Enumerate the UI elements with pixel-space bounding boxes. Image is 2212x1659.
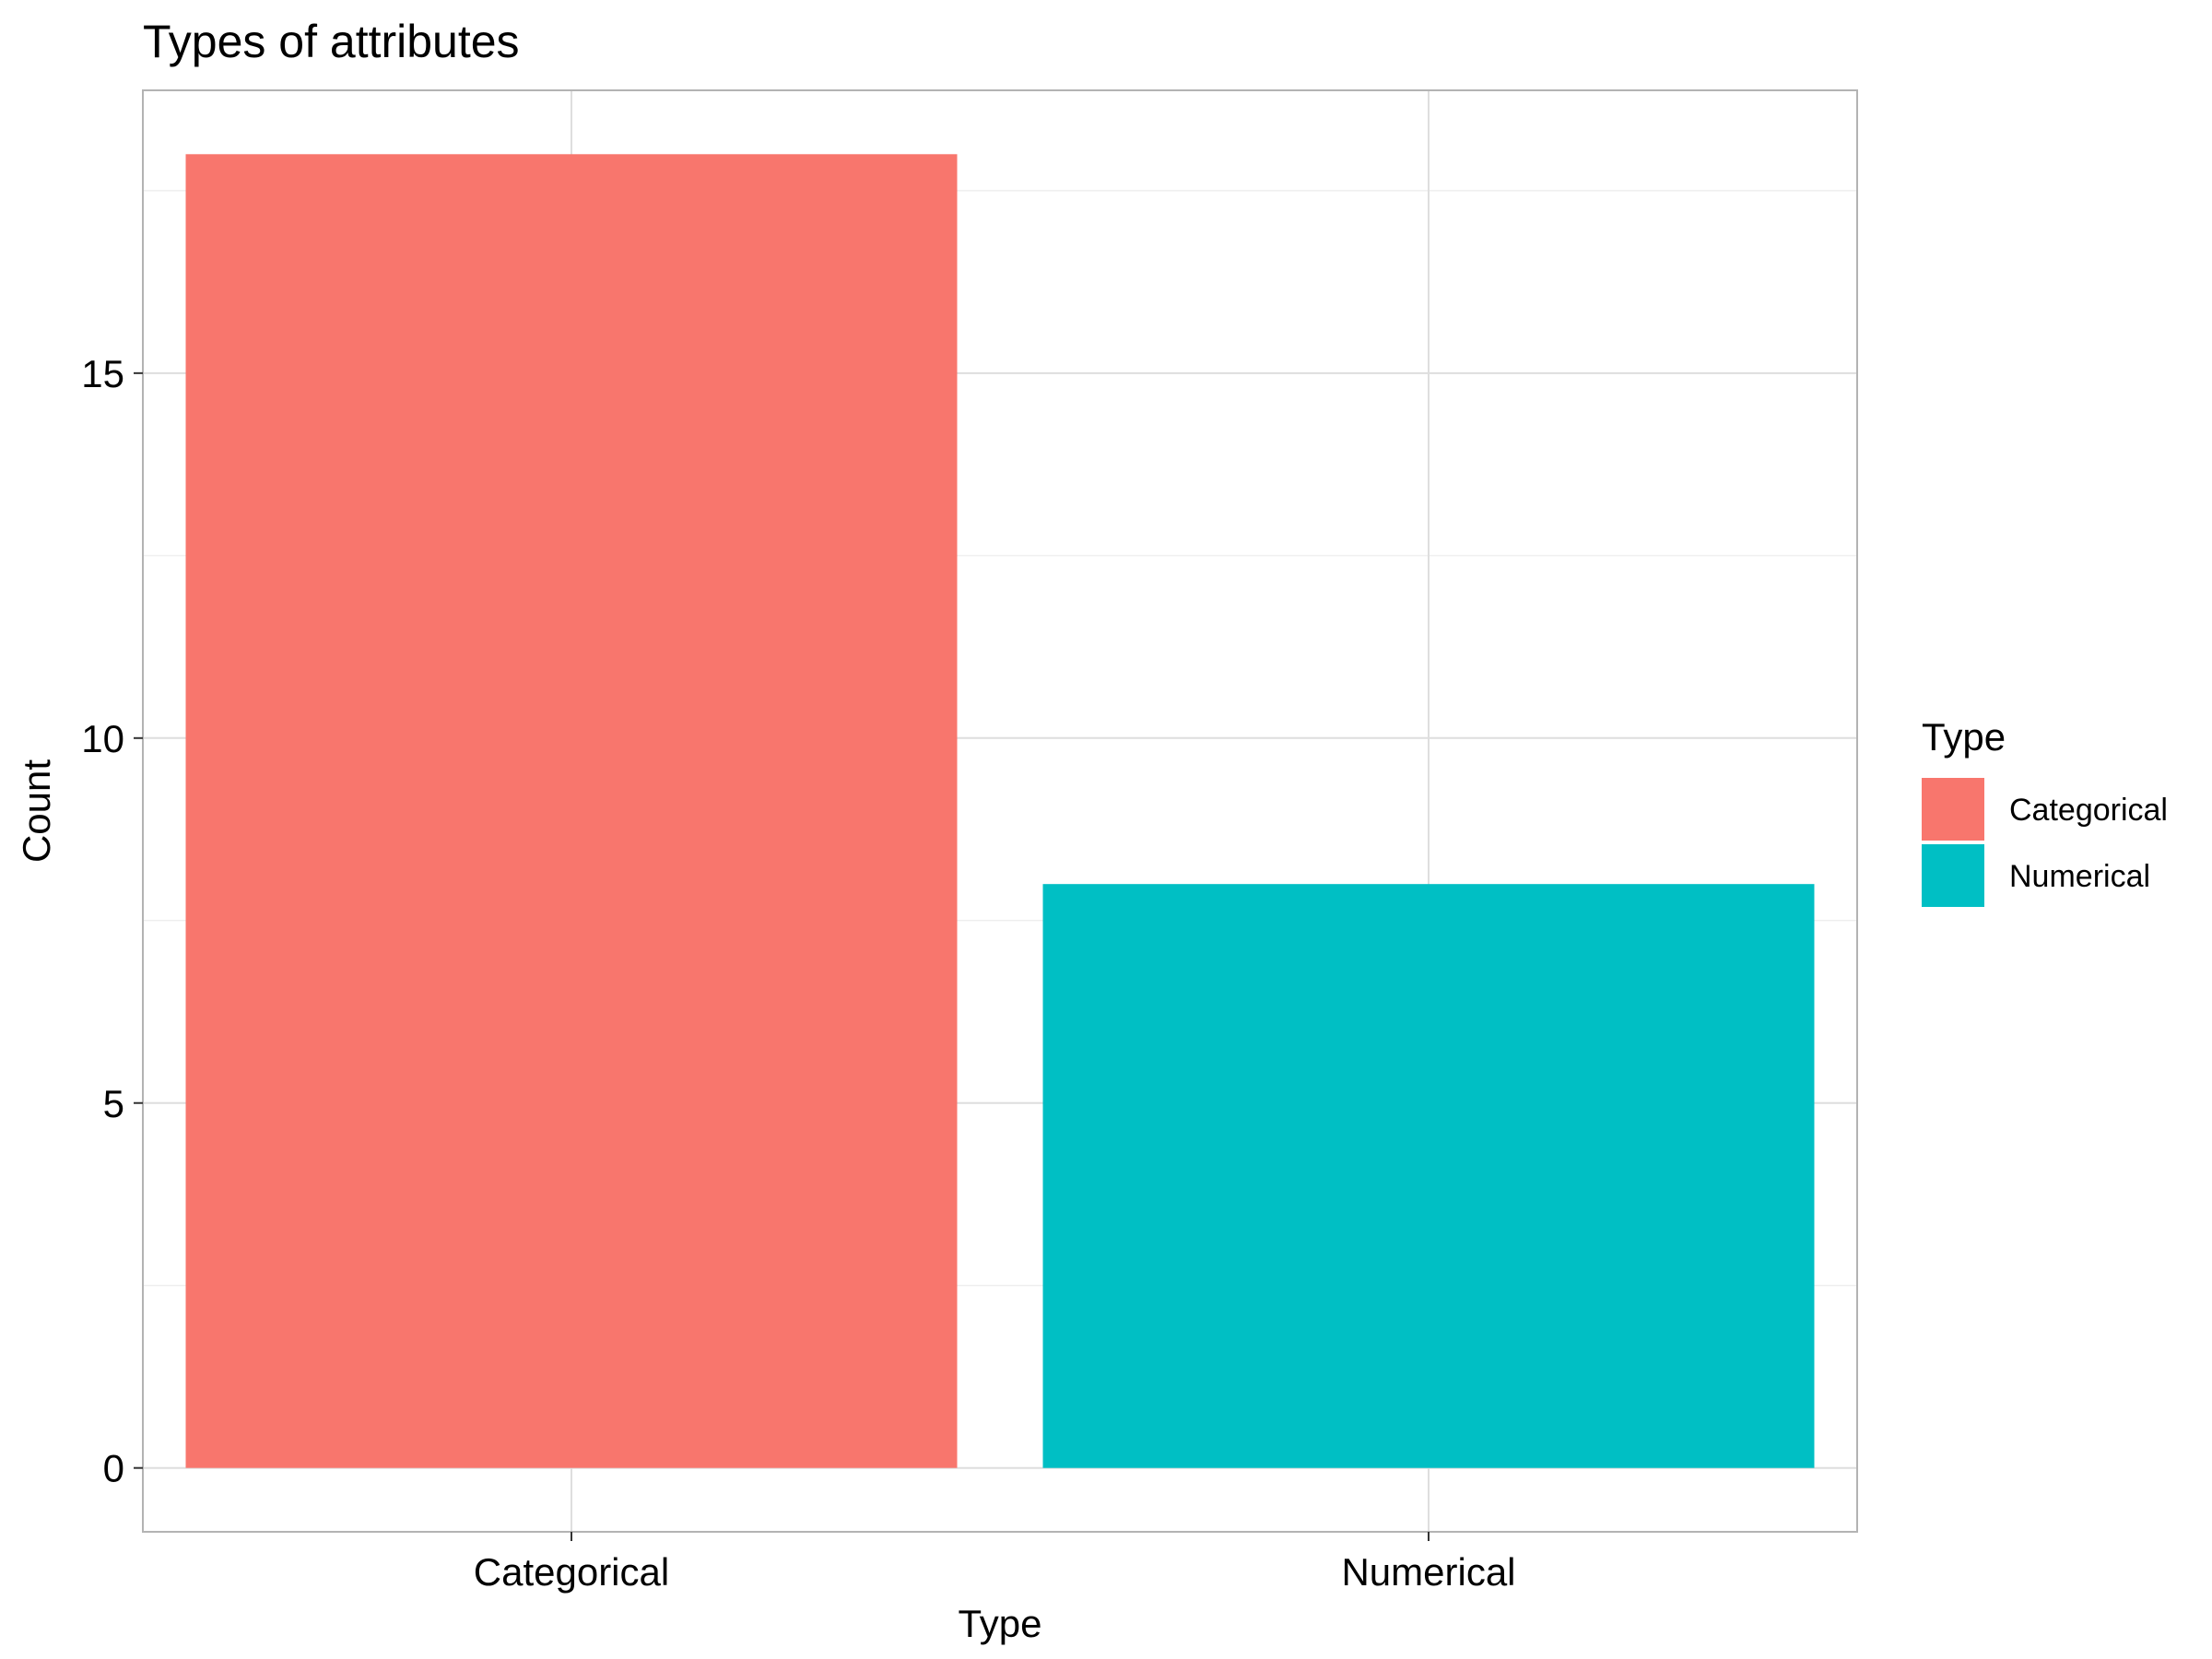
x-axis: Categorical Numerical [474, 1532, 1516, 1594]
bar-categorical [185, 154, 958, 1468]
legend-label: Numerical [2009, 859, 2150, 894]
plot-area [142, 89, 1858, 1533]
legend-title: Type [1922, 715, 2006, 759]
legend-key-categorical [1922, 778, 1984, 841]
x-axis-title: Type [958, 1602, 1041, 1645]
y-axis-title: Count [15, 759, 58, 863]
legend-key-numerical [1922, 844, 1984, 907]
y-tick-label: 5 [103, 1082, 124, 1125]
chart-title: Types of attributes [143, 16, 520, 67]
bar-numerical [1042, 884, 1815, 1468]
y-tick-label: 10 [81, 717, 124, 760]
y-tick-label: 15 [81, 352, 124, 395]
plot-border [142, 89, 1858, 1533]
x-tick-label: Numerical [1341, 1550, 1515, 1594]
x-tick-label: Categorical [474, 1550, 669, 1594]
legend-label: Categorical [2009, 793, 2168, 828]
y-axis: 0 5 10 15 [81, 352, 143, 1490]
y-tick-label: 0 [103, 1447, 124, 1490]
bars [185, 154, 1815, 1468]
legend: Type Categorical Numerical [1922, 715, 2168, 907]
legend-items: Categorical Numerical [1922, 778, 2168, 907]
